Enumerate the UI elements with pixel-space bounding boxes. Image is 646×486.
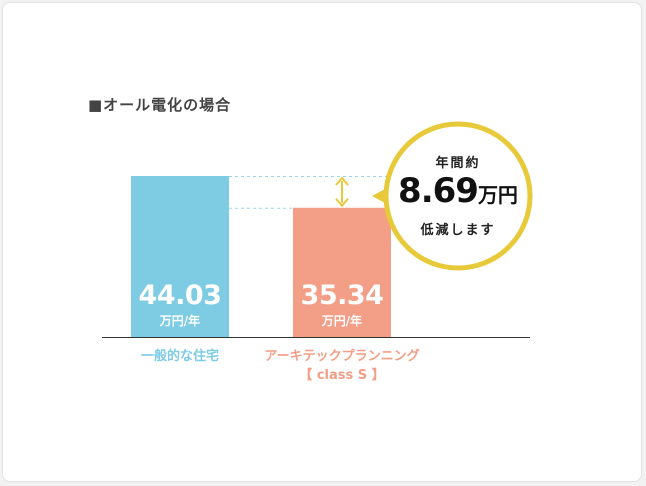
- bar-unit-label: 万円/年: [321, 314, 363, 328]
- arrow-head-down: [335, 198, 349, 208]
- category-label-architect-planning: アーキテックプランニング: [264, 349, 420, 364]
- category-sublabel-class: 【 class S 】: [299, 368, 385, 383]
- savings-bubble-pointer: [372, 188, 387, 204]
- savings-amount-value: 8.69: [398, 171, 479, 211]
- difference-arrow: [335, 176, 349, 208]
- bar-unit-label: 万円/年: [159, 314, 201, 328]
- bar-value-label: 35.34: [300, 280, 384, 311]
- bar-value-label: 44.03: [138, 280, 222, 311]
- savings-bubble-amount: 8.69万円: [388, 171, 528, 211]
- savings-bubble-prefix: 年間約: [435, 156, 481, 171]
- bar-general-house: [131, 176, 229, 337]
- arrow-head-up: [335, 176, 349, 186]
- chart-title: ■オール電化の場合: [88, 96, 232, 114]
- savings-amount-unit: 万円: [477, 183, 518, 207]
- savings-bubble-suffix: 低減します: [420, 223, 496, 238]
- category-label-general-house: 一般的な住宅: [140, 349, 219, 364]
- bar-architect-planning: [293, 207, 391, 337]
